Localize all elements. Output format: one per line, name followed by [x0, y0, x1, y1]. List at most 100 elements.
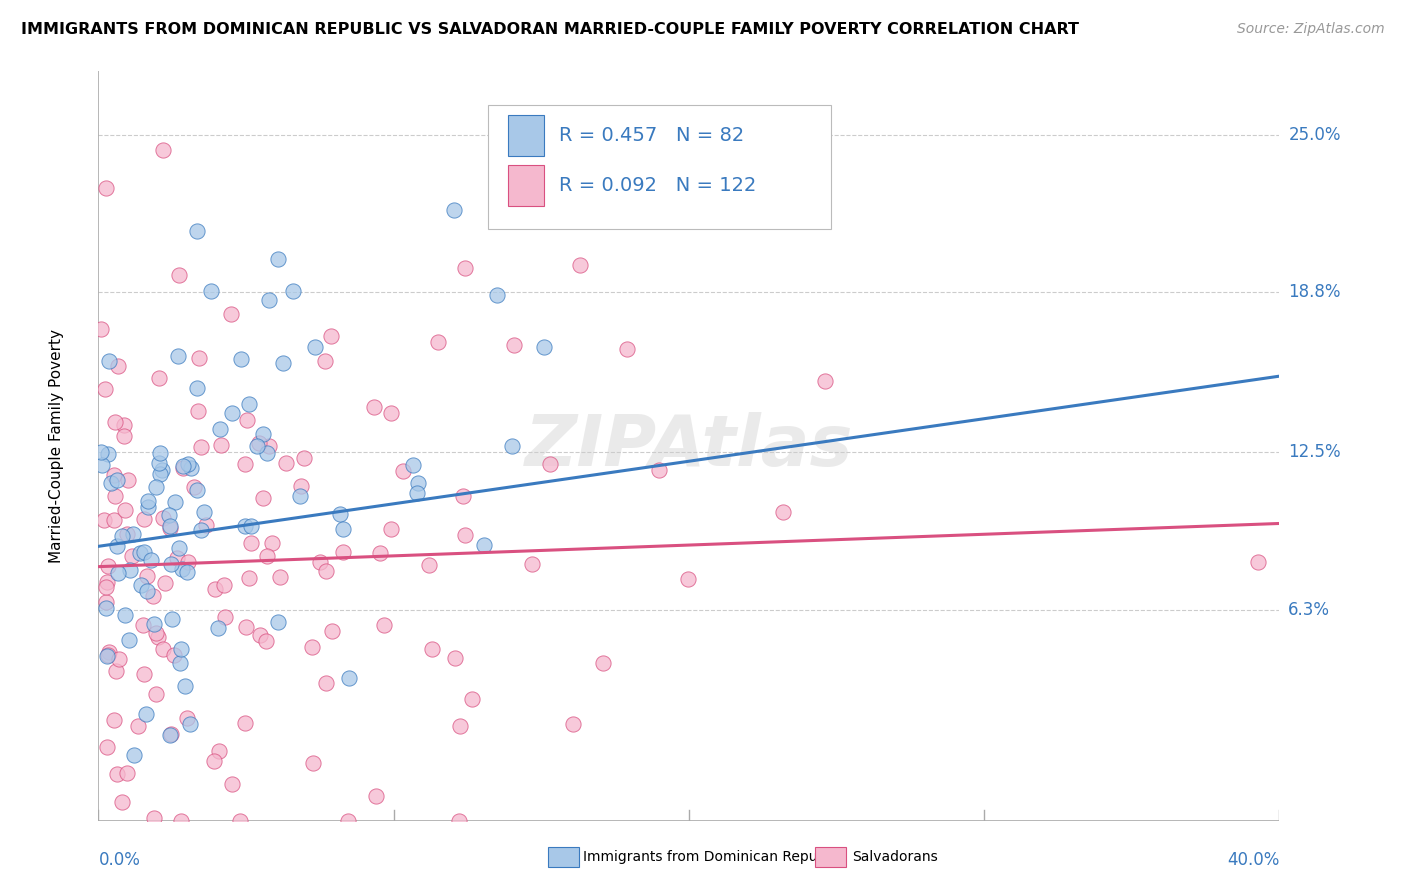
Point: [152, 144, 174, 158]
Text: 40.0%: 40.0%: [1227, 851, 1279, 869]
Point: [142, 589, 165, 603]
Point: [533, 340, 555, 354]
Text: 25.0%: 25.0%: [1288, 126, 1341, 144]
Point: [176, 566, 198, 580]
Text: R = 0.457   N = 82: R = 0.457 N = 82: [560, 126, 744, 145]
Point: [107, 540, 129, 554]
Point: [145, 625, 167, 640]
Text: Salvadorans: Salvadorans: [852, 850, 938, 864]
Point: [105, 766, 128, 780]
Point: [406, 475, 429, 490]
Point: [503, 337, 526, 351]
Point: [172, 562, 194, 576]
Point: [177, 457, 200, 471]
Point: [304, 340, 326, 354]
Point: [267, 615, 290, 629]
Point: [167, 541, 190, 556]
Point: [538, 457, 561, 471]
Point: [235, 715, 257, 730]
Point: [96, 574, 118, 589]
Point: [132, 618, 155, 632]
Point: [94, 595, 117, 609]
Text: 12.5%: 12.5%: [1288, 443, 1341, 461]
Point: [165, 495, 187, 509]
Point: [249, 627, 271, 641]
Point: [207, 621, 229, 635]
FancyBboxPatch shape: [508, 115, 544, 156]
Point: [221, 777, 243, 791]
Point: [257, 293, 280, 307]
Point: [337, 671, 360, 685]
Point: [183, 480, 205, 494]
Point: [104, 415, 127, 429]
Point: [103, 467, 125, 482]
Point: [246, 439, 269, 453]
Point: [472, 538, 495, 552]
Point: [373, 618, 395, 632]
Text: Married-Couple Family Poverty: Married-Couple Family Poverty: [49, 329, 63, 563]
Point: [449, 814, 471, 828]
Point: [616, 342, 638, 356]
Point: [135, 706, 157, 721]
Point: [103, 713, 125, 727]
Point: [290, 478, 312, 492]
Point: [337, 814, 360, 828]
Text: Source: ZipAtlas.com: Source: ZipAtlas.com: [1237, 22, 1385, 37]
Point: [202, 754, 225, 768]
Point: [148, 456, 170, 470]
Point: [364, 789, 387, 803]
Point: [96, 580, 118, 594]
Point: [209, 438, 232, 452]
Point: [94, 382, 117, 396]
Point: [233, 457, 256, 471]
Point: [96, 740, 118, 755]
Point: [115, 526, 138, 541]
Point: [117, 473, 139, 487]
Point: [97, 447, 120, 461]
Point: [162, 612, 184, 626]
Point: [145, 687, 167, 701]
Point: [121, 549, 143, 563]
Point: [257, 439, 280, 453]
Text: 0.0%: 0.0%: [98, 851, 141, 869]
Point: [111, 795, 134, 809]
Point: [152, 641, 174, 656]
Point: [281, 285, 304, 299]
Point: [212, 578, 235, 592]
Point: [271, 356, 294, 370]
Point: [363, 400, 385, 414]
Point: [96, 181, 118, 195]
Point: [107, 359, 129, 373]
Point: [114, 608, 136, 623]
Point: [170, 814, 193, 828]
Point: [167, 268, 190, 283]
Point: [238, 571, 260, 585]
Point: [256, 446, 278, 460]
Point: [247, 436, 270, 450]
Point: [240, 519, 263, 533]
Point: [122, 747, 145, 762]
Point: [562, 717, 585, 731]
Point: [595, 141, 617, 155]
Point: [332, 523, 354, 537]
Point: [112, 429, 135, 443]
Point: [136, 494, 159, 508]
Point: [136, 569, 159, 583]
Point: [332, 545, 354, 559]
Point: [134, 512, 156, 526]
FancyBboxPatch shape: [508, 165, 544, 206]
Point: [145, 480, 167, 494]
Point: [176, 711, 198, 725]
Point: [228, 814, 250, 828]
Point: [260, 536, 283, 550]
Point: [214, 609, 236, 624]
Point: [94, 600, 117, 615]
Point: [501, 439, 523, 453]
Text: 6.3%: 6.3%: [1288, 601, 1330, 619]
Point: [93, 513, 115, 527]
Point: [314, 354, 336, 368]
Point: [159, 519, 181, 533]
Point: [167, 349, 190, 363]
Point: [132, 545, 155, 559]
Point: [163, 648, 186, 663]
